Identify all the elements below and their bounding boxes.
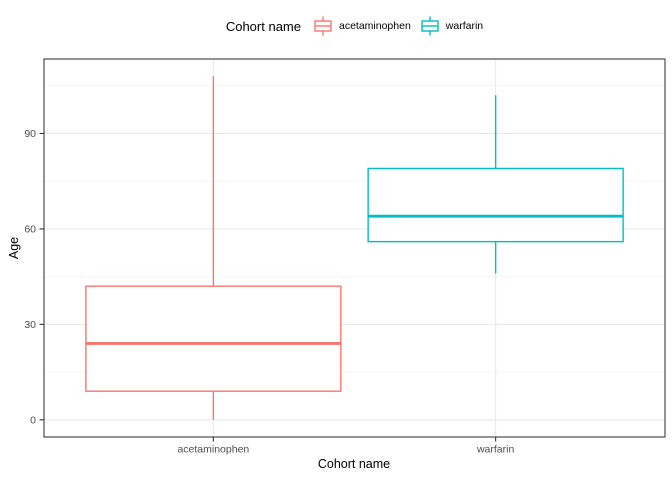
x-tick-label: warfarin	[476, 444, 515, 456]
legend-item-acetaminophen: acetaminophen	[313, 15, 411, 37]
legend-label: acetaminophen	[338, 20, 411, 32]
boxplot-key-icon	[314, 16, 332, 36]
y-tick-label: 0	[30, 414, 36, 426]
x-axis-title: Cohort name	[317, 457, 391, 471]
x-tick-label: acetaminophen	[177, 444, 249, 456]
legend-title: Cohort name	[225, 18, 301, 34]
y-tick-label: 90	[24, 128, 36, 140]
y-tick-label: 30	[24, 319, 36, 331]
legend-label: warfarin	[445, 20, 484, 32]
y-tick-label: 60	[24, 223, 36, 235]
legend: Cohort name acetaminophen warfarin	[44, 15, 665, 37]
y-axis-title: Age	[7, 236, 21, 260]
legend-item-warfarin: warfarin	[420, 15, 483, 37]
boxplot-key-icon	[421, 16, 439, 36]
